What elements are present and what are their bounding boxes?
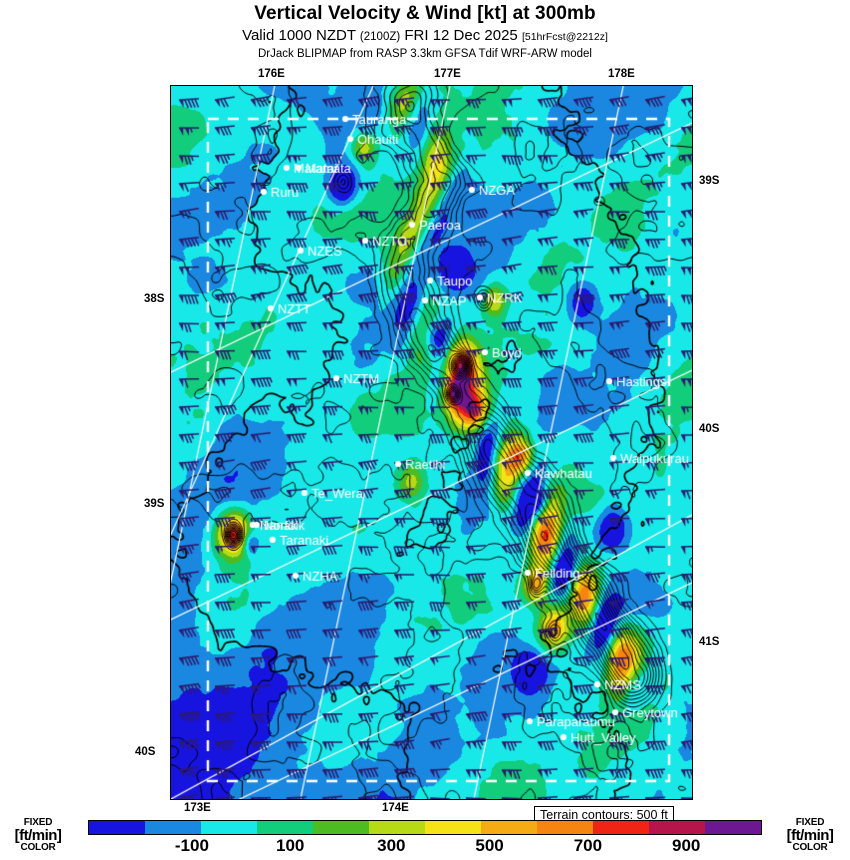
valid-time-utc: (2100Z) xyxy=(359,31,401,43)
color-swatch-10 xyxy=(649,821,705,834)
axis-label-top-177E: 177E xyxy=(434,68,461,80)
color-scale-ticks: -100 100 300 500 700 900 xyxy=(88,836,762,858)
units-label-left: [ft/min] xyxy=(14,827,62,844)
axis-label-right-39S: 39S xyxy=(699,175,720,187)
color-swatch-0 xyxy=(89,821,145,834)
color-label-right: COLOR xyxy=(792,842,828,853)
axis-label-bottom-173E: 173E xyxy=(184,802,211,814)
fixed-label-right: FIXED xyxy=(795,817,825,828)
forecast-tag: [51hrFcst@2212z] xyxy=(521,31,608,43)
page-title: Vertical Velocity & Wind [kt] at 300mb xyxy=(254,3,596,24)
color-swatch-9 xyxy=(593,821,649,834)
color-label-left: COLOR xyxy=(20,842,56,853)
axis-label-left-39S: 39S xyxy=(144,498,165,510)
axis-label-left-40S: 40S xyxy=(135,746,156,758)
weather-map[interactable] xyxy=(170,85,693,800)
color-tick-700: 700 xyxy=(573,836,603,855)
axis-label-top-178E: 178E xyxy=(608,68,635,80)
color-swatch-4 xyxy=(313,821,369,834)
fixed-color-legend-right: FIXED [ft/min] COLOR xyxy=(770,818,850,853)
fixed-label-left: FIXED xyxy=(23,817,53,828)
axis-label-left-38S: 38S xyxy=(144,293,165,305)
axis-label-top-176E: 176E xyxy=(258,68,285,80)
color-swatch-11 xyxy=(705,821,761,834)
color-swatch-2 xyxy=(201,821,257,834)
valid-date: FRI 12 Dec 2025 xyxy=(404,27,518,44)
vertical-velocity-map-canvas[interactable] xyxy=(170,85,693,800)
color-swatch-8 xyxy=(537,821,593,834)
axis-label-right-40S: 40S xyxy=(699,423,720,435)
title-block: Vertical Velocity & Wind [kt] at 300mb V… xyxy=(0,0,850,62)
color-swatch-1 xyxy=(145,821,201,834)
color-tick-300: 300 xyxy=(377,836,406,855)
color-tick-100: 100 xyxy=(276,836,305,855)
color-tick-900: 900 xyxy=(671,836,701,855)
axis-label-right-41S: 41S xyxy=(699,636,720,648)
color-tick--100: -100 xyxy=(174,836,209,855)
axis-label-bottom-174E: 174E xyxy=(382,802,409,814)
fixed-color-legend-left: FIXED [ft/min] COLOR xyxy=(0,818,78,853)
color-swatch-7 xyxy=(481,821,537,834)
valid-time-local: Valid 1000 NZDT xyxy=(242,27,356,44)
valid-time-line: Valid 1000 NZDT (2100Z) FRI 12 Dec 2025 … xyxy=(0,26,850,47)
color-swatch-3 xyxy=(257,821,313,834)
units-label-right: [ft/min] xyxy=(786,827,834,844)
model-subtitle: DrJack BLIPMAP from RASP 3.3km GFSA Tdif… xyxy=(257,48,592,60)
color-swatch-5 xyxy=(369,821,425,834)
color-scale-bar xyxy=(88,820,762,835)
color-swatch-6 xyxy=(425,821,481,834)
color-tick-500: 500 xyxy=(475,836,504,855)
